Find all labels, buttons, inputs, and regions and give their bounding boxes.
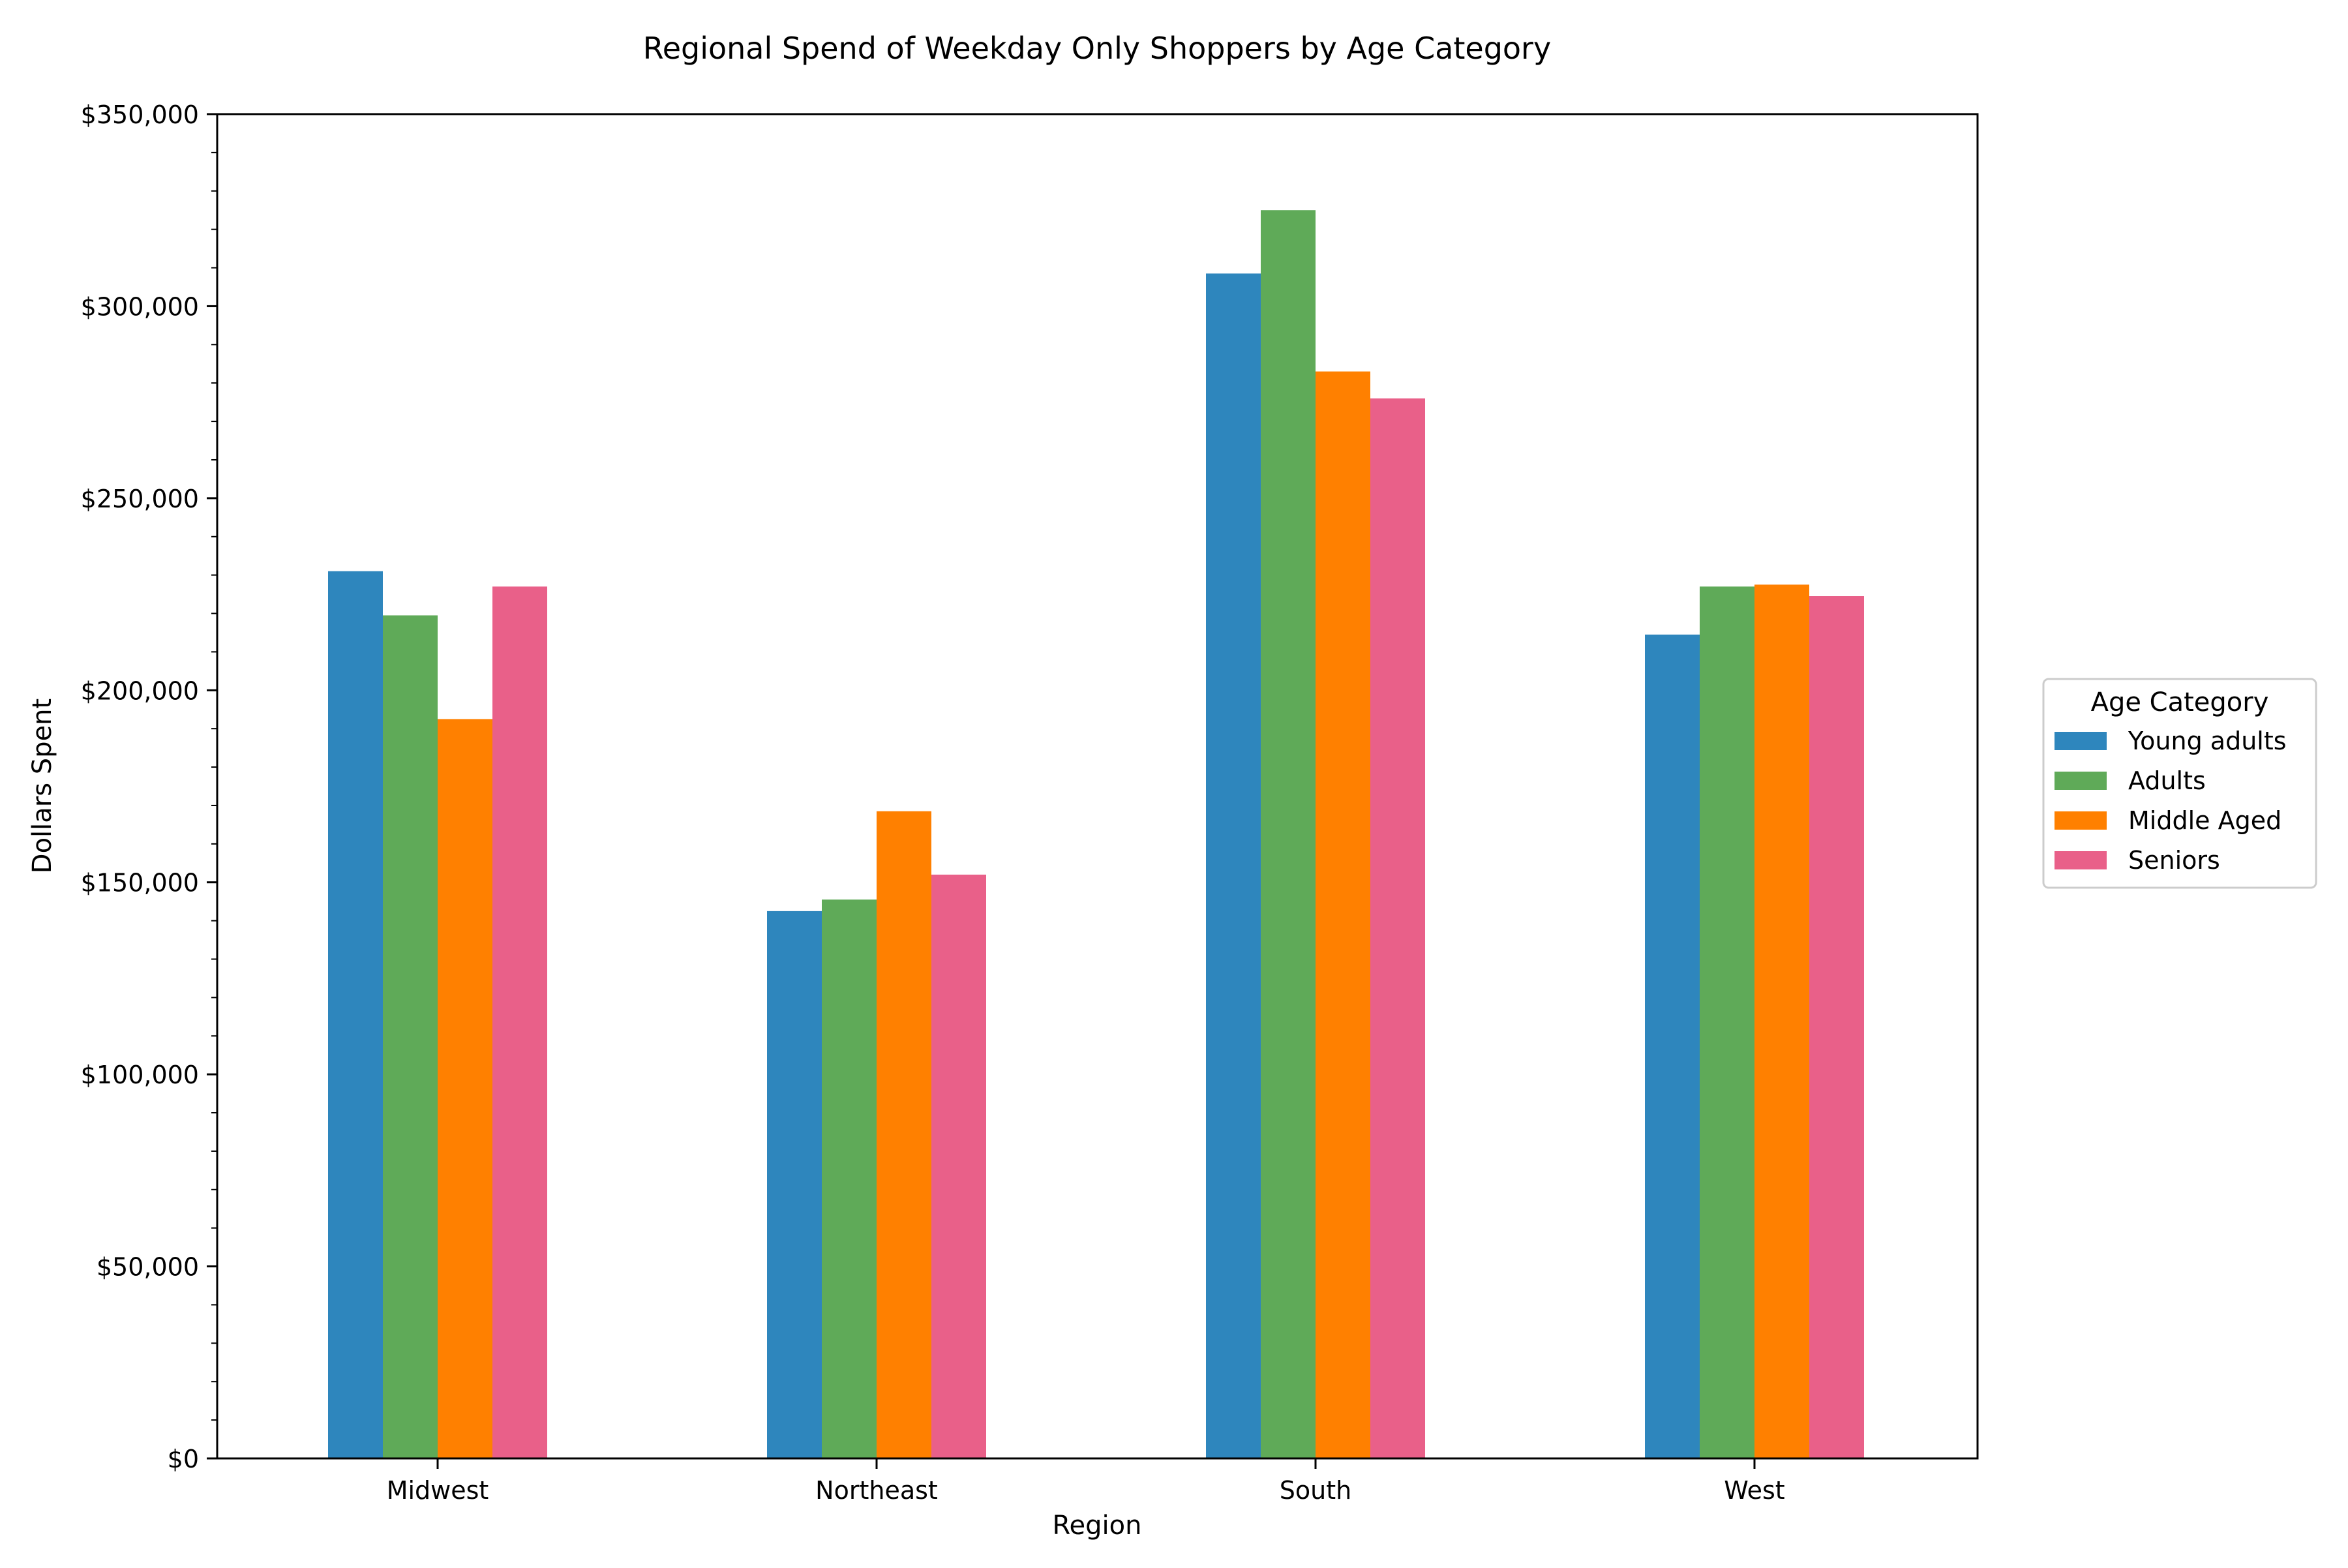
y-tick-label: $300,000 [81, 292, 199, 321]
legend: Age Category Young adults Adults Middle Ag… [2042, 678, 2317, 889]
y-tick-label: $250,000 [81, 485, 199, 513]
legend-label: Young adults [2128, 727, 2287, 755]
legend-swatch-seniors [2054, 851, 2107, 869]
legend-box [2042, 678, 2317, 889]
bar-group [328, 210, 1864, 1459]
bar-seniors-west [1809, 596, 1864, 1459]
legend-label: Adults [2128, 766, 2206, 795]
y-axis-label: Dollars Spent [27, 699, 57, 873]
chart-title: Regional Spend of Weekday Only Shoppers … [643, 31, 1551, 66]
bar-middle-aged-south [1316, 371, 1370, 1458]
bar-middle-aged-northeast [877, 811, 931, 1458]
y-tick-label: $150,000 [81, 869, 199, 897]
y-tick-label: $200,000 [81, 676, 199, 705]
x-tick-label: West [1724, 1476, 1784, 1505]
x-axis-label: Region [1053, 1511, 1142, 1541]
legend-swatch-middle-aged [2054, 811, 2107, 830]
plot-frame [216, 113, 1979, 1460]
y-axis: $0 $50,000 $100,000 $150,000 $200,000 $250,00… [81, 100, 217, 1473]
bar-young-adults-west [1645, 634, 1700, 1459]
x-axis: Midwest Northeast South West [387, 1458, 1785, 1505]
bar-seniors-midwest [492, 586, 547, 1458]
legend-label: Seniors [2128, 846, 2220, 875]
y-tick-label: $0 [168, 1445, 199, 1473]
bar-adults-south [1261, 210, 1316, 1458]
bar-adults-northeast [822, 899, 877, 1458]
bar-middle-aged-midwest [438, 719, 492, 1458]
y-tick-label: $350,000 [81, 100, 199, 129]
x-tick-label: Northeast [815, 1476, 938, 1505]
legend-swatch-adults [2054, 772, 2107, 790]
y-tick-label: $100,000 [81, 1061, 199, 1089]
bar-young-adults-northeast [767, 911, 822, 1458]
legend-swatch-young-adults [2054, 732, 2107, 750]
bar-adults-west [1700, 586, 1754, 1458]
bar-seniors-northeast [931, 874, 986, 1458]
bar-adults-midwest [383, 615, 438, 1459]
y-tick-label: $50,000 [97, 1253, 199, 1282]
bar-seniors-south [1370, 398, 1425, 1458]
bar-middle-aged-west [1754, 584, 1809, 1458]
legend-label: Middle Aged [2128, 806, 2281, 835]
x-tick-label: Midwest [387, 1476, 489, 1505]
bar-young-adults-south [1206, 273, 1261, 1458]
x-tick-label: South [1280, 1476, 1351, 1505]
bar-young-adults-midwest [328, 571, 383, 1458]
legend-title: Age Category [2091, 687, 2269, 717]
